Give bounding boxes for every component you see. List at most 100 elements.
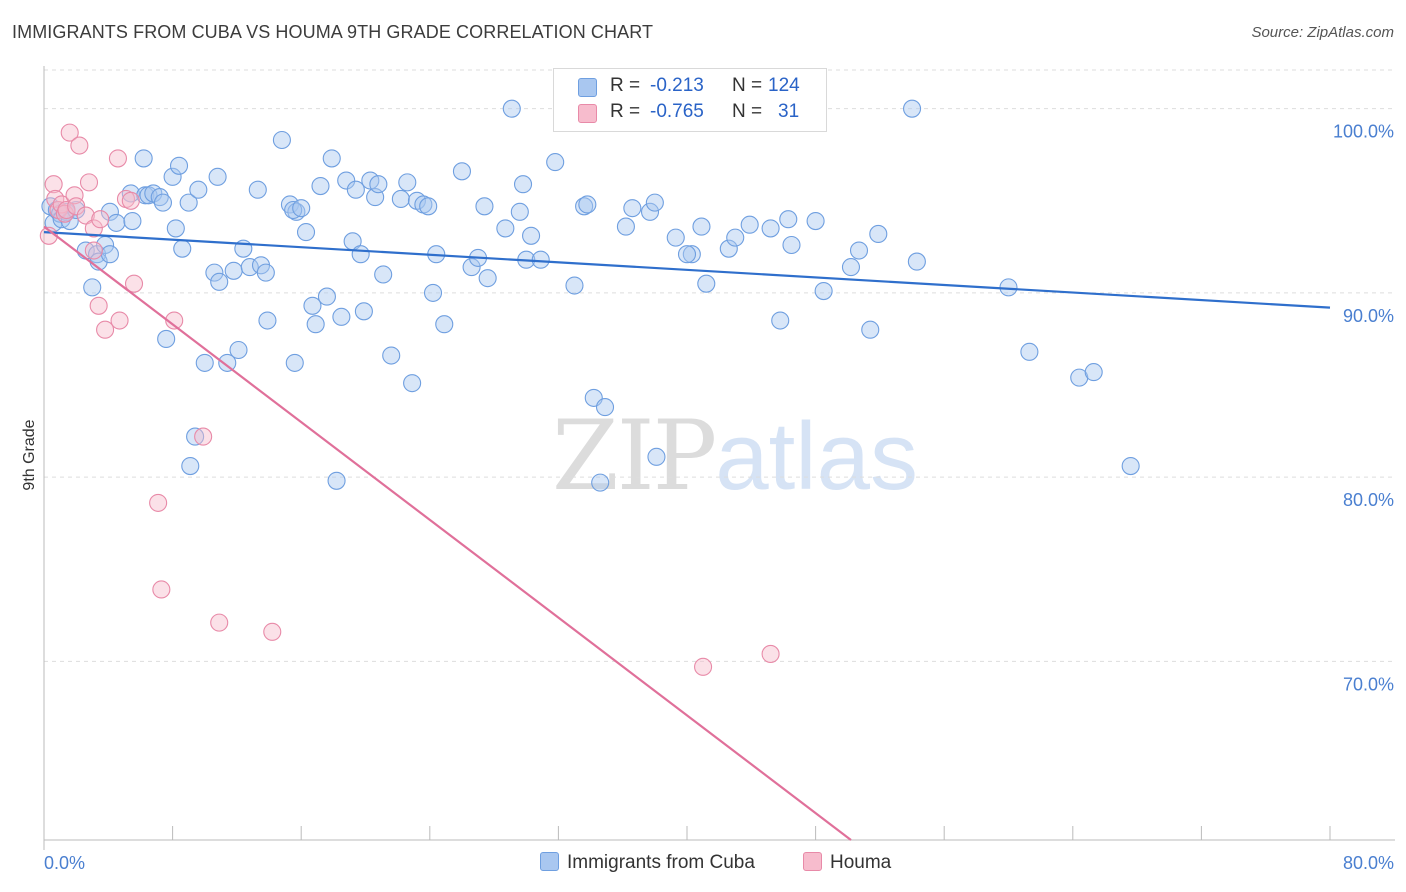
- data-point: [121, 184, 140, 203]
- data-point: [83, 278, 102, 297]
- legend-swatch-cuba: [540, 852, 559, 871]
- data-point: [205, 263, 224, 282]
- data-point: [496, 219, 515, 238]
- data-point: [123, 212, 142, 231]
- data-point: [391, 189, 410, 208]
- data-point: [57, 200, 76, 220]
- data-point: [195, 353, 214, 372]
- data-point: [522, 226, 541, 245]
- n-value: 31: [778, 101, 800, 122]
- series-immigrants-from-cuba: [41, 99, 1140, 492]
- data-point: [91, 210, 110, 229]
- data-point: [645, 193, 664, 212]
- trend-lines: [43, 225, 1331, 841]
- data-point: [694, 657, 713, 676]
- data-point: [210, 272, 229, 291]
- data-point: [337, 171, 356, 190]
- data-point: [513, 175, 533, 194]
- data-point: [575, 197, 594, 216]
- data-point: [369, 175, 388, 194]
- watermark: ZIPatlas: [552, 400, 918, 512]
- data-point: [108, 149, 127, 168]
- data-point: [841, 258, 861, 277]
- data-point: [110, 311, 129, 330]
- data-point: [169, 156, 189, 175]
- data-point: [100, 202, 119, 221]
- data-point: [374, 265, 393, 284]
- r-label: R =: [610, 101, 641, 122]
- x-tick-label: 80.0%: [1343, 853, 1394, 873]
- r-value: -0.765: [650, 101, 704, 122]
- y-tick-label: 90.0%: [1343, 306, 1394, 326]
- data-point: [591, 473, 610, 492]
- data-point: [256, 263, 275, 282]
- data-point: [771, 311, 790, 330]
- trend-line: [43, 231, 1331, 309]
- stats-swatch-cuba: [578, 78, 597, 97]
- data-point: [292, 199, 311, 218]
- data-point: [398, 173, 417, 192]
- source-note: Source: ZipAtlas.com: [1251, 24, 1394, 41]
- data-point: [726, 228, 745, 247]
- grid-lines: [44, 69, 1395, 662]
- data-point: [346, 180, 365, 199]
- data-point: [782, 235, 801, 255]
- y-tick-label: 70.0%: [1343, 674, 1394, 694]
- data-point: [124, 274, 144, 293]
- data-point: [189, 180, 208, 199]
- data-point: [869, 224, 888, 243]
- legend-label-cuba: Immigrants from Cuba: [567, 852, 755, 873]
- data-point: [229, 340, 248, 360]
- data-point: [907, 252, 926, 271]
- watermark-atlas: atlas: [715, 403, 918, 510]
- series-houma: [39, 123, 780, 676]
- stats-swatch-houma: [578, 104, 597, 123]
- data-point: [351, 245, 370, 264]
- data-point: [478, 269, 497, 288]
- data-point: [224, 261, 243, 280]
- data-point: [166, 219, 185, 238]
- data-point: [682, 245, 701, 264]
- data-point: [510, 202, 529, 221]
- trend-line: [43, 225, 852, 841]
- data-point: [692, 217, 711, 236]
- tick-labels: 100.0% 90.0% 80.0% 70.0% 0.0% 80.0% 9th Grade: [21, 122, 1394, 873]
- data-point: [208, 167, 227, 186]
- data-point: [647, 447, 666, 466]
- data-point: [623, 199, 642, 218]
- data-point: [332, 307, 351, 326]
- stats-legend: R = -0.213 N = 124 R = -0.765 N = 31: [553, 68, 827, 132]
- data-point: [248, 180, 267, 199]
- data-point: [531, 250, 550, 269]
- data-point: [149, 493, 168, 512]
- y-tick-label: 80.0%: [1343, 490, 1394, 510]
- data-point: [76, 206, 95, 225]
- data-point: [311, 177, 330, 196]
- data-point: [578, 195, 597, 214]
- data-point: [435, 315, 454, 334]
- data-point: [697, 274, 716, 293]
- data-point: [263, 622, 282, 641]
- data-point: [565, 276, 584, 295]
- data-point: [1020, 342, 1039, 361]
- data-point: [44, 175, 63, 194]
- data-point: [1084, 363, 1103, 382]
- data-point: [285, 353, 304, 372]
- data-point: [153, 193, 173, 212]
- data-point: [382, 346, 401, 365]
- n-value: 124: [768, 75, 800, 96]
- data-point: [134, 149, 153, 168]
- data-point: [354, 302, 373, 321]
- data-point: [179, 193, 198, 212]
- data-point: [902, 99, 922, 118]
- legend-label-houma: Houma: [830, 852, 892, 873]
- legend-item-cuba: Immigrants from Cuba: [540, 852, 755, 874]
- data-point: [70, 136, 89, 155]
- data-point: [272, 130, 291, 150]
- data-point: [502, 99, 521, 118]
- data-point: [403, 374, 422, 393]
- data-point: [616, 217, 635, 236]
- data-point: [152, 580, 171, 599]
- data-point: [163, 167, 182, 186]
- data-point: [779, 210, 798, 229]
